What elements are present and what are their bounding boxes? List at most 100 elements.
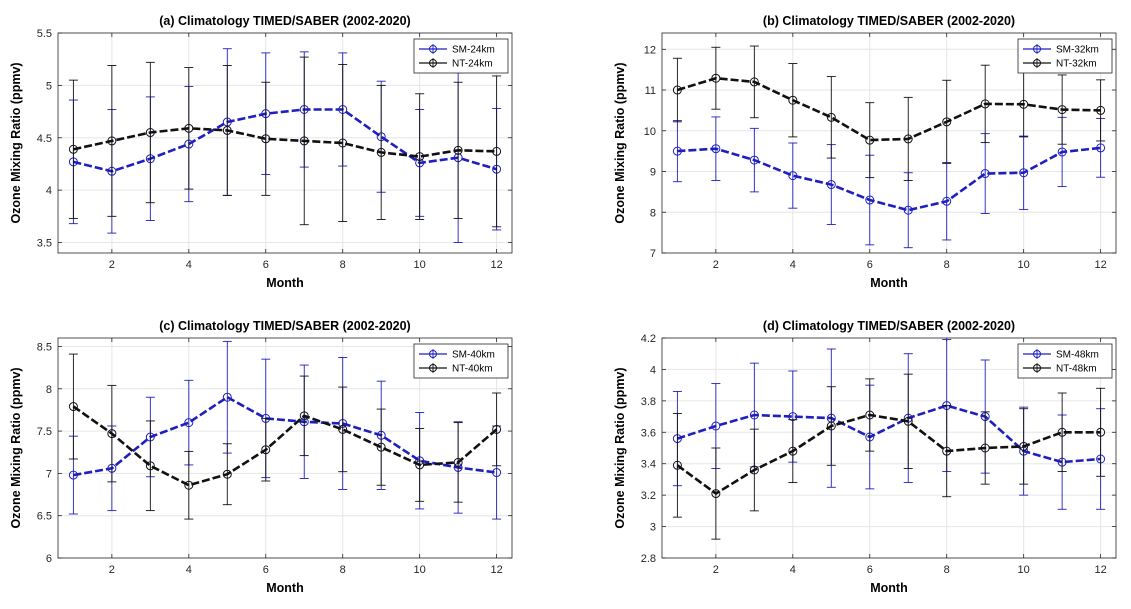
data-point-sm-32km-month-10 [1019, 168, 1029, 178]
data-point-nt-48km-month-4 [788, 446, 798, 456]
legend-label-nt-24km: NT-24km [452, 59, 493, 70]
axes-box-c [57, 337, 513, 559]
x-tick-label-b-12: 12 [1094, 259, 1106, 271]
series-line-nt-40km [72, 405, 498, 487]
series-sm-32km [672, 116, 1106, 249]
data-point-sm-32km-month-11 [1057, 147, 1067, 157]
data-point-nt-48km-month-1 [672, 460, 682, 470]
chart-title-c: (c) Climatology TIMED/SABER (2002-2020) [159, 319, 410, 333]
data-point-nt-48km-month-10 [1019, 441, 1029, 451]
y-axis-label-c: Ozone Mixing Ratio (ppmv) [9, 367, 23, 528]
data-point-nt-48km-month-11 [1057, 427, 1067, 437]
y-tick-label-d-4.2: 4.2 [641, 333, 656, 345]
data-point-sm-32km-month-12 [1096, 143, 1106, 153]
data-point-sm-48km-month-2 [711, 421, 721, 431]
legend-marker-nt-40km [429, 364, 437, 372]
data-point-nt-24km-month-7 [299, 136, 309, 146]
x-tick-label-d-12: 12 [1094, 564, 1106, 576]
data-point-sm-32km-month-4 [788, 171, 798, 181]
data-point-nt-32km-month-4 [788, 95, 798, 105]
data-point-nt-32km-month-9 [980, 99, 990, 109]
y-tick-label-c-8: 8 [46, 384, 52, 396]
y-tick-label-a-4.5: 4.5 [37, 133, 52, 145]
series-line-sm-24km [73, 108, 497, 173]
y-tick-label-d-4: 4 [650, 364, 656, 376]
legend-b: SM-32km NT-32km [1017, 38, 1113, 74]
x-tick-label-b-2: 2 [713, 259, 719, 271]
y-tick-label-c-7.5: 7.5 [37, 426, 52, 438]
x-axis-label-d: Month [870, 581, 907, 595]
y-tick-label-a-4: 4 [46, 185, 52, 197]
data-point-nt-48km-month-7 [903, 416, 913, 426]
legend-marker-nt-24km [429, 59, 437, 67]
y-tick-label-b-12: 12 [644, 44, 656, 56]
x-tick-label-d-4: 4 [790, 564, 796, 576]
y-tick-label-b-8: 8 [650, 207, 656, 219]
data-point-sm-32km-month-7 [903, 205, 913, 215]
series-line-sm-40km [73, 395, 497, 477]
legend-c: SM-40km NT-40km [413, 343, 509, 379]
y-tick-label-b-9: 9 [650, 167, 656, 179]
data-point-nt-40km-month-8 [338, 424, 348, 434]
data-point-sm-48km-month-3 [749, 410, 759, 420]
data-point-nt-40km-month-12 [492, 424, 502, 434]
data-point-sm-32km-month-2 [711, 144, 721, 154]
y-tick-label-a-5: 5 [46, 80, 52, 92]
series-nt-32km [672, 45, 1106, 181]
y-tick-label-d-3.2: 3.2 [641, 490, 656, 502]
y-tick-label-c-6.5: 6.5 [37, 511, 52, 523]
x-tick-label-a-8: 8 [340, 259, 346, 271]
data-point-sm-40km-month-4 [184, 418, 194, 428]
y-tick-label-d-3.4: 3.4 [641, 459, 656, 471]
legend-label-sm-48km: SM-48km [1056, 350, 1099, 361]
data-point-nt-32km-month-12 [1096, 105, 1106, 115]
series-nt-24km [68, 56, 502, 228]
data-point-nt-48km-month-9 [980, 443, 990, 453]
y-axis-label-b: Ozone Mixing Ratio (ppmv) [613, 62, 627, 223]
legend-label-sm-24km: SM-24km [452, 45, 495, 56]
data-point-sm-32km-month-5 [826, 180, 836, 190]
y-axis-label-a: Ozone Mixing Ratio (ppmv) [9, 62, 23, 223]
x-axis-label-c: Month [266, 581, 303, 595]
data-point-nt-48km-month-5 [826, 421, 836, 431]
y-tick-label-b-10: 10 [644, 126, 656, 138]
x-tick-label-b-4: 4 [790, 259, 796, 271]
series-nt-40km [68, 353, 502, 520]
data-point-nt-24km-month-3 [145, 128, 155, 138]
x-tick-label-c-12: 12 [490, 564, 502, 576]
data-point-nt-24km-month-1 [68, 144, 78, 154]
y-tick-label-d-3.6: 3.6 [641, 427, 656, 439]
data-point-nt-32km-month-6 [865, 135, 875, 145]
y-axis-label-d: Ozone Mixing Ratio (ppmv) [613, 367, 627, 528]
legend-label-sm-40km: SM-40km [452, 350, 495, 361]
chart-title-a: (a) Climatology TIMED/SABER (2002-2020) [159, 14, 410, 28]
data-point-nt-48km-month-2 [711, 489, 721, 499]
data-point-sm-32km-month-1 [672, 146, 682, 156]
data-point-sm-32km-month-6 [865, 195, 875, 205]
legend-marker-sm-32km [1033, 45, 1041, 53]
y-tick-label-d-2.8: 2.8 [641, 553, 656, 565]
x-tick-label-a-10: 10 [414, 259, 426, 271]
x-tick-label-a-4: 4 [186, 259, 192, 271]
data-point-nt-48km-month-6 [865, 410, 875, 420]
chart-panel-c: 2 4 6 8 10 12 6 6.5 7 7.5 8 8.5 (c) Climatology TIME… [9, 319, 513, 595]
x-tick-label-d-6: 6 [867, 564, 873, 576]
axes-box-a [57, 32, 513, 254]
x-tick-label-a-12: 12 [490, 259, 502, 271]
data-point-nt-48km-month-8 [942, 446, 952, 456]
data-point-nt-24km-month-10 [415, 152, 425, 162]
y-tick-label-c-8.5: 8.5 [37, 341, 52, 353]
data-point-nt-24km-month-12 [492, 146, 502, 156]
legend-box-d [1017, 343, 1113, 379]
axes-box-b [661, 32, 1117, 254]
series-nt-48km [672, 373, 1106, 540]
data-point-nt-40km-month-10 [415, 460, 425, 470]
data-point-sm-40km-month-12 [492, 468, 502, 478]
series-line-sm-48km [676, 404, 1101, 464]
series-line-nt-32km [677, 76, 1101, 142]
legend-marker-sm-48km [1033, 350, 1041, 358]
data-point-nt-40km-month-9 [376, 442, 386, 452]
data-point-nt-24km-month-11 [453, 145, 463, 155]
data-point-nt-24km-month-8 [338, 138, 348, 148]
